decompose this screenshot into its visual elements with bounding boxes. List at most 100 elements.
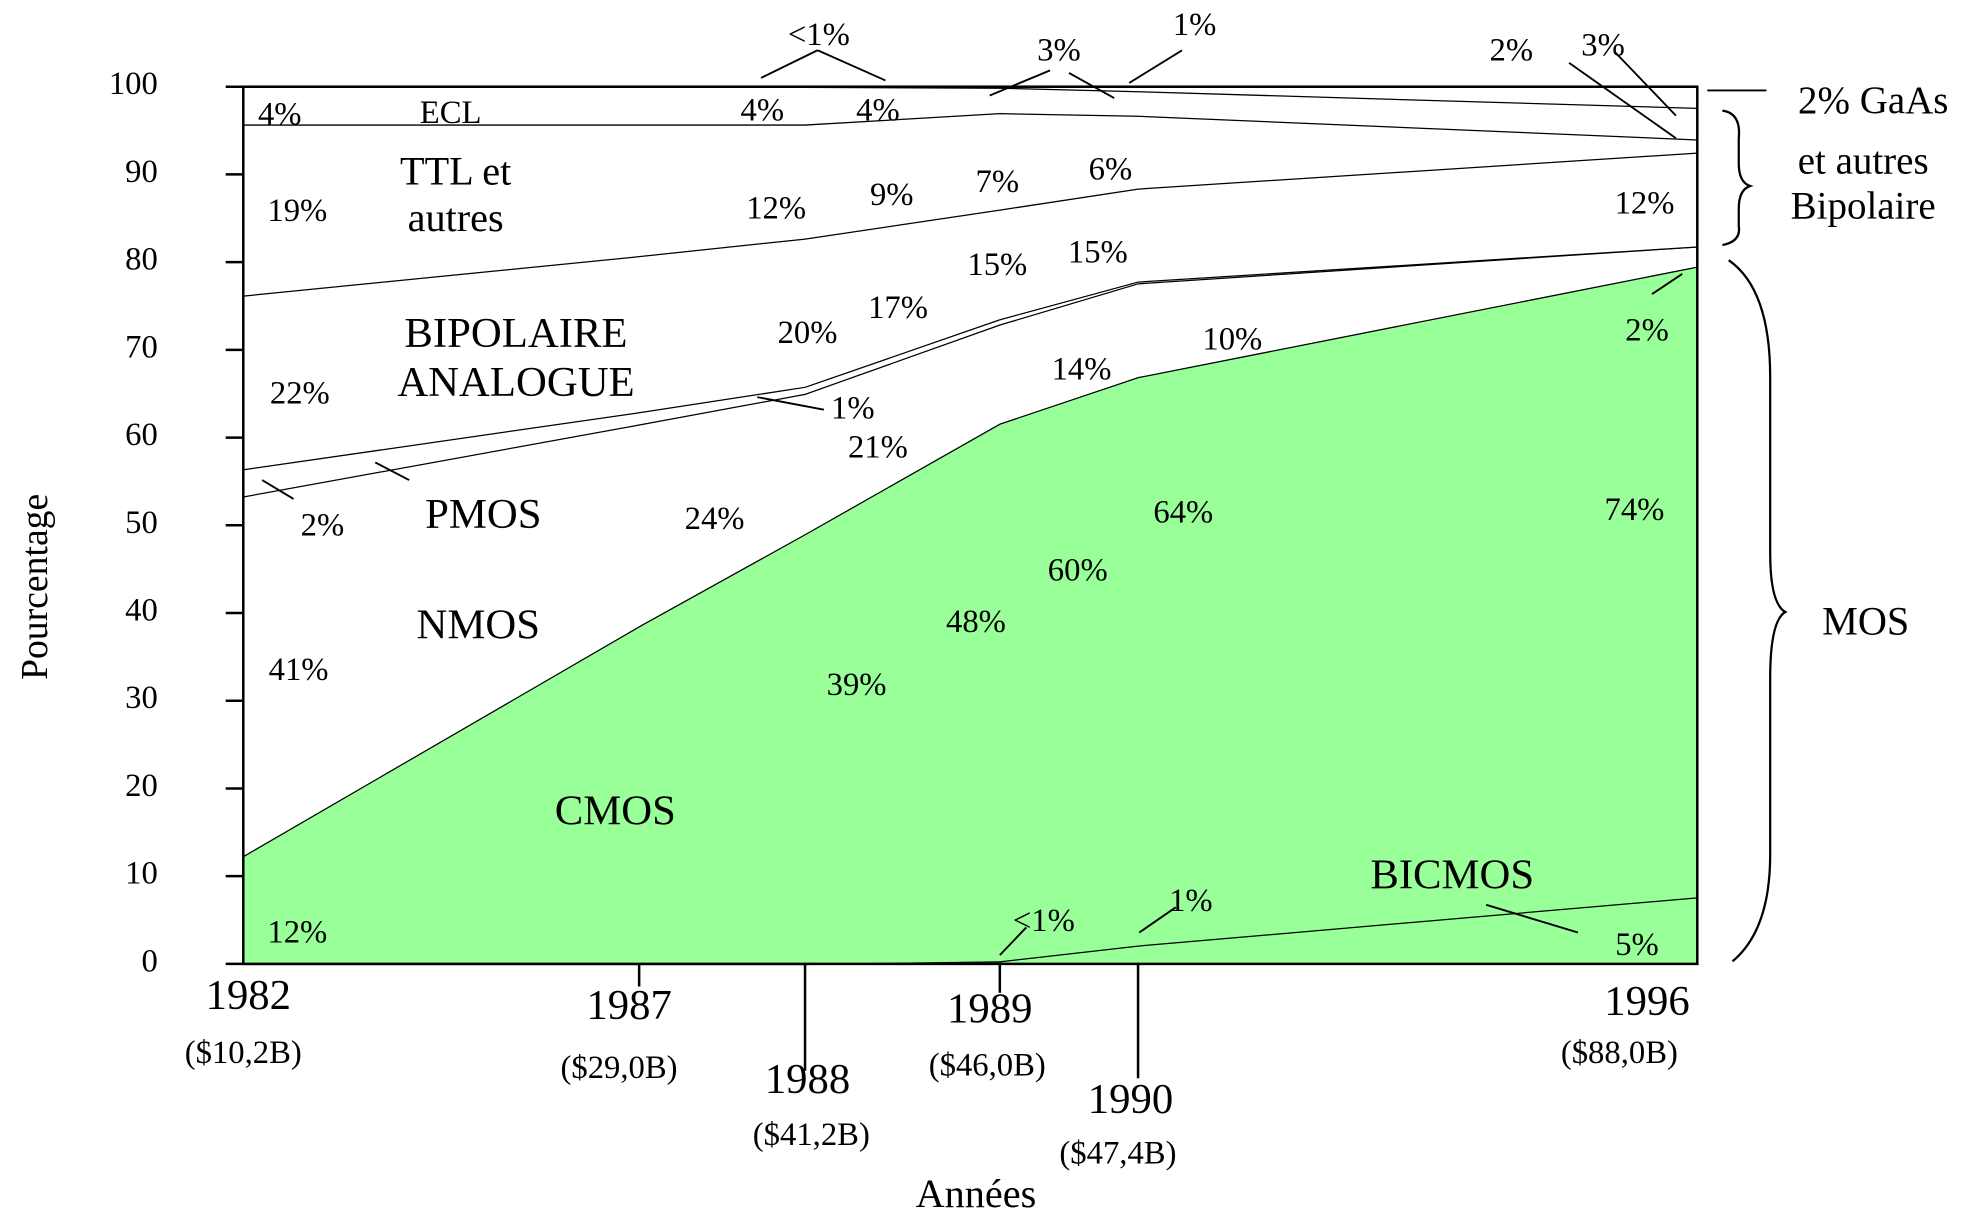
annotation: 19%	[267, 193, 327, 229]
y-tick-label: 20	[125, 768, 158, 804]
y-tick-label: 40	[125, 593, 158, 629]
area-edge	[243, 245, 1698, 498]
x-tick-sublabel: ($46,0B)	[929, 1048, 1046, 1084]
leader-line	[999, 926, 1027, 956]
series-label-box: ECL	[419, 94, 482, 131]
y-tick-label: 60	[125, 417, 158, 453]
annotation: 2%	[1625, 313, 1669, 349]
series-label-box: TTL et autres	[400, 148, 512, 241]
annotation: 9%	[870, 177, 914, 213]
annotation: 5%	[1615, 927, 1659, 963]
area	[243, 897, 1698, 964]
y-tick-label: 90	[125, 154, 158, 190]
y-tick-label: 30	[125, 680, 158, 716]
annotation: 39%	[827, 667, 887, 703]
group-label-box: MOS	[1822, 597, 1910, 643]
area	[243, 152, 1698, 470]
annotation: 15%	[1068, 235, 1128, 271]
annotation: 3%	[1037, 32, 1081, 68]
annotation: 2%	[1490, 32, 1534, 68]
series-label-box: NMOS	[416, 602, 541, 650]
annotation: 3%	[1581, 27, 1625, 63]
annotation: 74%	[1605, 492, 1665, 528]
annotation: 1%	[831, 390, 875, 426]
leader-line	[1068, 72, 1115, 99]
x-tick-label: 1996	[1604, 978, 1689, 1025]
annotation: 24%	[685, 501, 745, 537]
leader-line	[817, 49, 886, 82]
y-axis-label: Pourcentage	[14, 494, 56, 680]
leader-line	[1614, 52, 1677, 117]
annotation: 7%	[976, 164, 1020, 200]
annotation: 2%	[301, 507, 345, 543]
leader-line	[1138, 906, 1177, 934]
annotation: 22%	[270, 375, 330, 411]
area	[243, 86, 1698, 108]
x-tick-sublabel: ($47,4B)	[1059, 1136, 1176, 1172]
x-tick-label: 1989	[947, 986, 1032, 1033]
group-label: et autres Bipolaire	[1790, 138, 1936, 228]
annotation: 10%	[1202, 321, 1262, 357]
series-label: TTL et autres	[400, 148, 512, 241]
x-tick-sublabel: ($10,2B)	[185, 1035, 302, 1071]
annotation: 12%	[267, 914, 327, 950]
series-label-box: PMOS	[425, 491, 542, 539]
annotation: <1%	[788, 17, 850, 53]
leader-line	[374, 461, 410, 481]
y-tick-label: 80	[125, 242, 158, 278]
leader-line	[757, 396, 825, 411]
brace	[1728, 259, 1788, 963]
annotation: 4%	[856, 93, 900, 129]
annotation: 17%	[868, 290, 928, 326]
annotation: 14%	[1052, 351, 1112, 387]
annotation: 12%	[746, 191, 806, 227]
annotation: 1%	[1173, 7, 1217, 43]
leader-line	[760, 49, 819, 79]
leader-line	[1128, 49, 1183, 84]
x-tick-label: 1988	[765, 1056, 850, 1103]
y-tick-label: 100	[109, 66, 158, 102]
series-label: BICMOS	[1370, 852, 1535, 900]
x-tick-label: 1990	[1088, 1076, 1173, 1123]
leader-line	[1651, 273, 1683, 295]
series-label-box: CMOS	[555, 789, 676, 835]
annotation: 15%	[967, 247, 1027, 283]
annotation: 60%	[1048, 553, 1108, 589]
annotation: 4%	[741, 93, 785, 129]
annotation: 64%	[1153, 495, 1213, 531]
leader-line	[261, 479, 295, 500]
group-label-box: et autres Bipolaire	[1790, 138, 1936, 228]
leader-line	[1568, 62, 1677, 140]
area	[243, 113, 1698, 296]
annotation: 12%	[1615, 186, 1675, 222]
x-tick-label: 1982	[206, 972, 291, 1019]
annotation: <1%	[1013, 903, 1075, 939]
series-label: ECL	[419, 94, 482, 131]
annotation: 20%	[778, 315, 838, 351]
y-tick-label: 70	[125, 329, 158, 365]
annotation: 48%	[946, 604, 1006, 640]
area	[243, 246, 1698, 856]
leader-line	[989, 69, 1051, 97]
y-tick-label: 50	[125, 505, 158, 541]
x-axis-label: Années	[916, 1171, 1037, 1216]
annotation: 41%	[269, 652, 329, 688]
y-tick-label: 10	[125, 856, 158, 892]
area	[243, 266, 1698, 964]
series-label: PMOS	[425, 491, 542, 539]
annotation: 1%	[1169, 883, 1213, 919]
series-label-box: 2% GaAs	[1798, 78, 1949, 123]
group-label: MOS	[1822, 597, 1910, 643]
series-label-box: BIPOLAIRE ANALOGUE	[397, 310, 635, 406]
series-label-box: BICMOS	[1370, 852, 1535, 900]
series-label: NMOS	[416, 602, 541, 650]
area	[243, 86, 1698, 140]
x-tick-sublabel: ($29,0B)	[561, 1050, 678, 1086]
series-label: BIPOLAIRE ANALOGUE	[397, 310, 635, 406]
brace	[1722, 109, 1754, 247]
annotation: 4%	[258, 96, 302, 132]
series-label: 2% GaAs	[1798, 78, 1949, 123]
leader-line	[1485, 903, 1579, 934]
